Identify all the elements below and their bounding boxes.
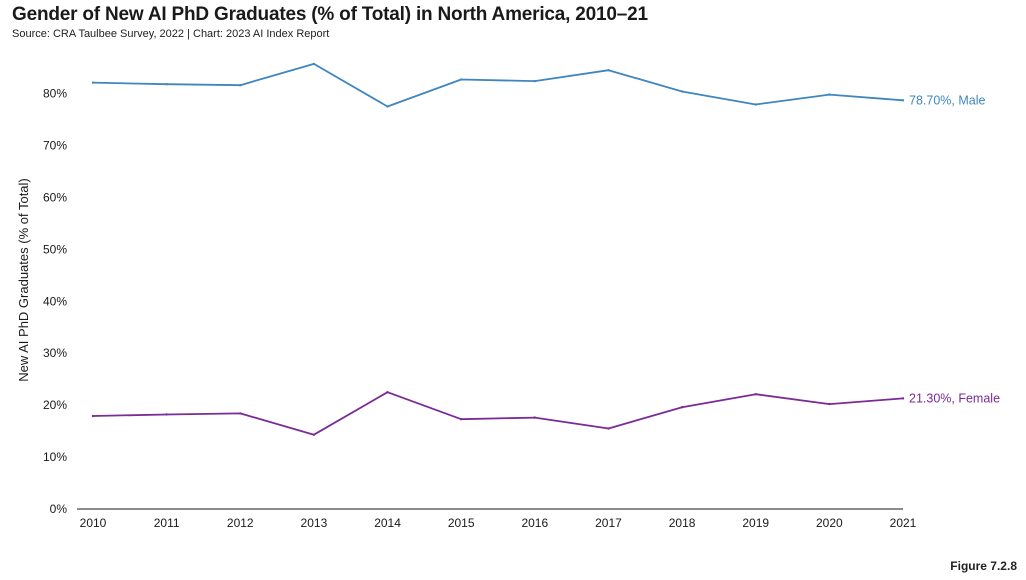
data-point-female	[901, 397, 905, 400]
y-tick-label: 20%	[43, 398, 67, 412]
x-tick-label: 2011	[154, 516, 180, 530]
chart-subtitle: Source: CRA Taulbee Survey, 2022 | Chart…	[12, 28, 330, 40]
data-point-male	[165, 82, 168, 86]
data-point-female	[680, 406, 684, 409]
y-axis: 0% 10% 20% 30% 40% 50% 60% 70% 80%	[43, 87, 67, 516]
data-point-male	[901, 99, 905, 102]
y-tick-label: 80%	[43, 87, 67, 101]
x-tick-label: 2015	[448, 516, 475, 530]
data-point-female	[754, 393, 757, 396]
end-label-female: 21.30%, Female	[909, 391, 1000, 405]
x-tick-label: 2020	[816, 516, 843, 530]
x-tick-label: 2018	[669, 516, 696, 530]
end-label-male: 78.70%, Male	[909, 93, 985, 107]
data-point-male	[386, 105, 389, 108]
series-group: 78.70%, Male 21.30%, Female	[91, 62, 1000, 436]
data-point-male	[607, 68, 610, 72]
chart-title: Gender of New AI PhD Graduates (% of Tot…	[12, 4, 648, 25]
x-axis: 2010 2011 2012 2013 2014 2015 2016 2017 2018 2019…	[77, 508, 917, 530]
y-tick-label: 60%	[43, 190, 67, 204]
y-tick-label: 40%	[43, 294, 67, 308]
data-point-male	[533, 79, 537, 83]
data-point-female	[607, 427, 610, 430]
data-point-male	[680, 90, 684, 93]
y-tick-label: 50%	[43, 242, 67, 256]
y-tick-label: 30%	[43, 346, 67, 360]
x-tick-label: 2013	[301, 516, 328, 530]
y-axis-label: New AI PhD Graduates (% of Total)	[16, 178, 31, 382]
x-tick-label: 2010	[80, 516, 107, 530]
data-point-female	[91, 414, 95, 418]
x-tick-label: 2017	[595, 516, 622, 530]
data-point-male	[239, 84, 242, 87]
y-tick-label: 0%	[50, 502, 68, 516]
data-point-female	[312, 433, 316, 436]
data-point-male	[459, 78, 463, 81]
series-line-female	[92, 391, 904, 436]
series-line-male	[92, 63, 904, 108]
data-point-female	[386, 390, 389, 394]
data-point-male	[828, 93, 831, 96]
y-tick-label: 10%	[43, 450, 67, 464]
data-point-female	[239, 412, 242, 415]
x-tick-label: 2014	[374, 516, 401, 530]
x-tick-label: 2012	[227, 516, 254, 530]
data-point-male	[754, 103, 757, 106]
figure-label: Figure 7.2.8	[950, 559, 1017, 573]
data-point-female	[165, 413, 168, 416]
data-point-female	[828, 402, 831, 406]
data-point-female	[533, 416, 537, 419]
data-point-female	[459, 417, 463, 421]
x-tick-label: 2016	[521, 516, 548, 530]
x-tick-label: 2021	[890, 516, 917, 530]
y-tick-label: 70%	[43, 138, 67, 152]
data-point-male	[312, 62, 316, 66]
x-tick-label: 2019	[742, 516, 769, 530]
data-point-male	[91, 81, 95, 84]
